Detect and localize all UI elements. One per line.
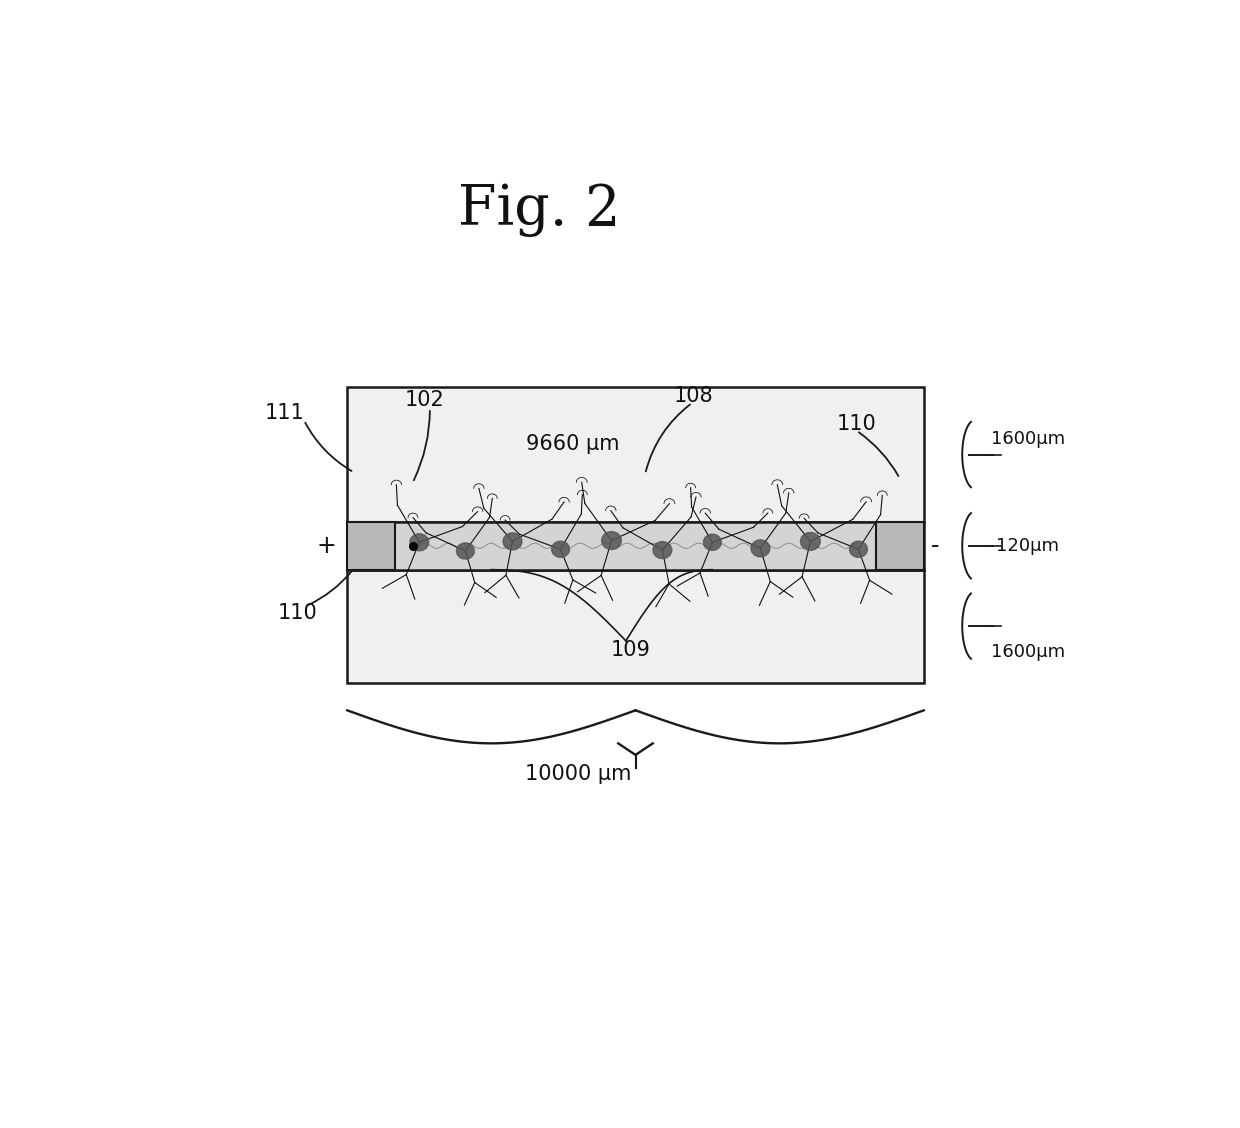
Polygon shape [703,535,722,550]
Bar [347,570,924,682]
Text: 10000 μm: 10000 μm [525,764,631,784]
Bar [347,522,396,570]
Polygon shape [653,541,672,558]
Text: Fig. 2: Fig. 2 [458,182,621,237]
Text: 110: 110 [837,414,877,434]
Polygon shape [800,532,820,550]
Bar [347,387,924,522]
Polygon shape [552,541,569,557]
Text: -: - [931,535,940,558]
Text: 102: 102 [404,390,444,411]
Text: 9660 μm: 9660 μm [526,433,620,453]
Text: 111: 111 [265,404,305,423]
Text: 110: 110 [278,603,317,623]
Text: 1600μm: 1600μm [991,431,1065,448]
Bar [347,522,924,570]
Polygon shape [601,531,621,549]
Polygon shape [751,540,770,557]
Text: +: + [316,535,336,558]
Polygon shape [410,534,429,550]
Text: 1600μm: 1600μm [991,643,1065,661]
Bar [875,522,924,570]
Text: 108: 108 [673,386,713,406]
Polygon shape [456,543,475,559]
Text: 109: 109 [611,640,651,660]
Polygon shape [503,532,522,550]
Polygon shape [849,541,868,557]
Text: 120μm: 120μm [996,537,1059,555]
